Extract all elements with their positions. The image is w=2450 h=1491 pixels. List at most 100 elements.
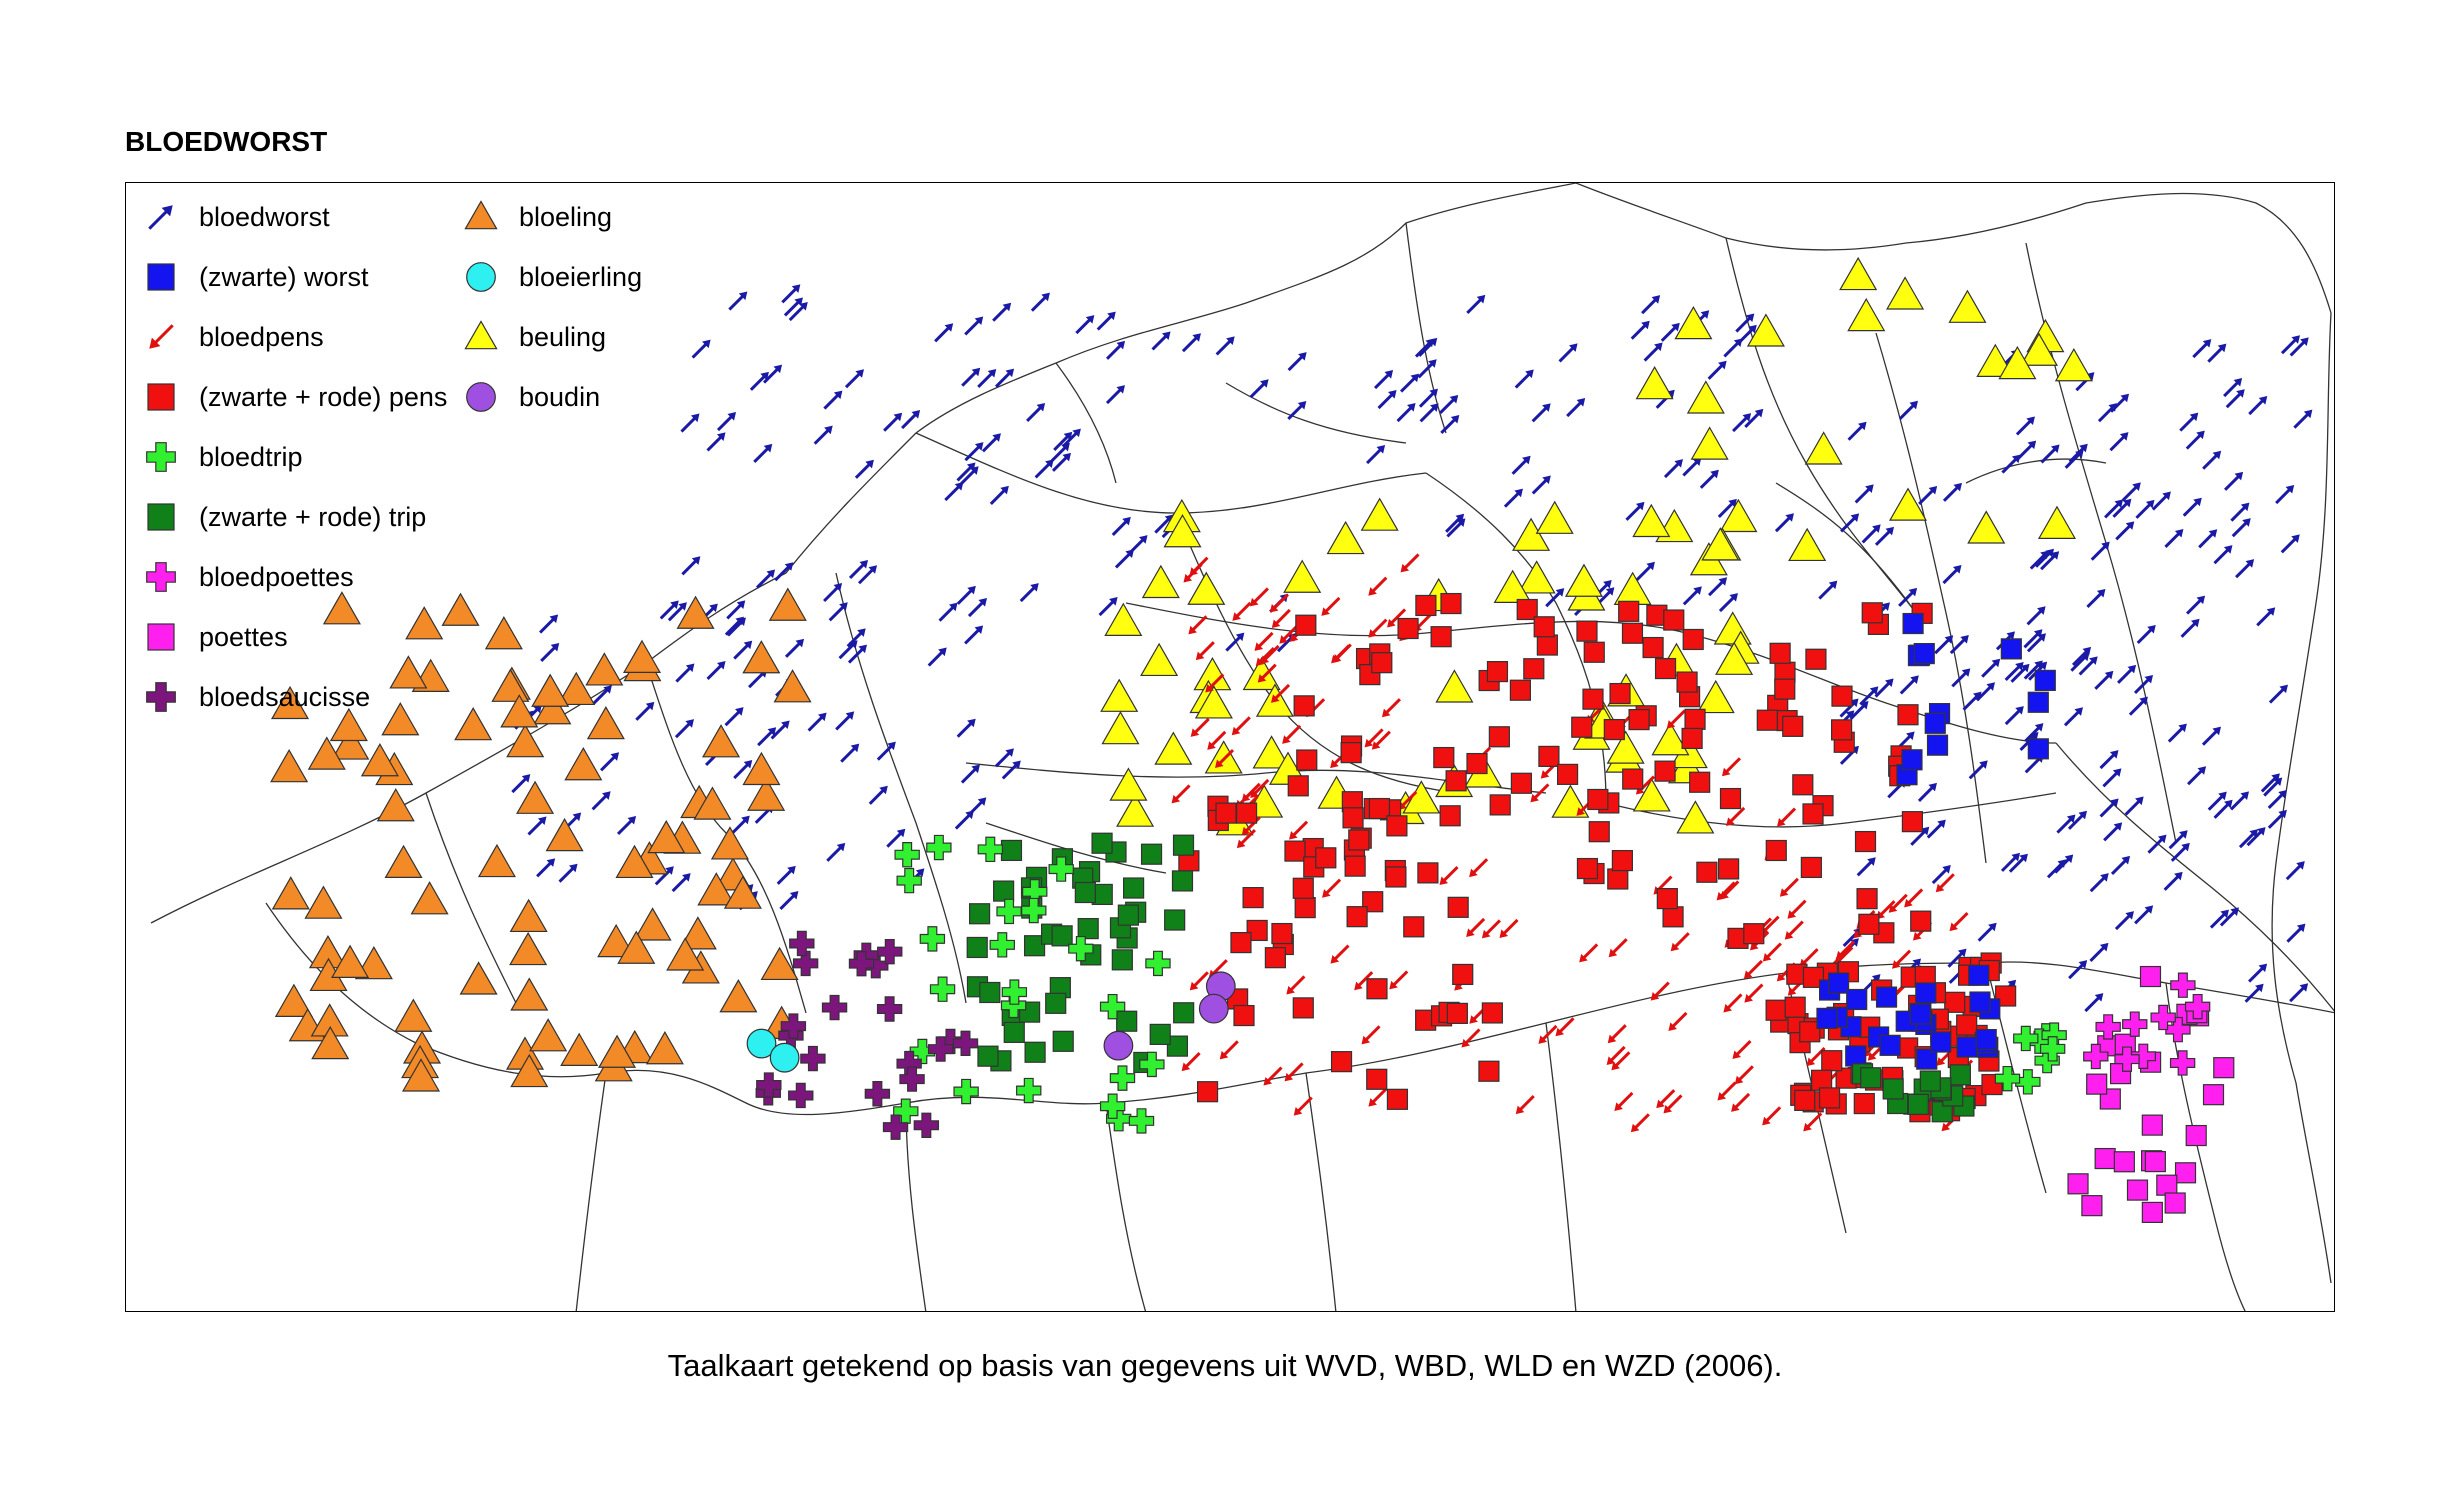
bloeling-marker bbox=[697, 872, 736, 906]
pens-marker bbox=[1284, 840, 1306, 862]
bloedpens-marker bbox=[1271, 608, 1291, 628]
pens-marker bbox=[1621, 622, 1644, 644]
poettes-marker bbox=[2067, 1173, 2089, 1195]
bloeling-marker bbox=[454, 706, 493, 741]
bloedpens-marker bbox=[1720, 880, 1740, 900]
bloeling-marker bbox=[500, 694, 539, 728]
bloedworst-marker bbox=[2089, 873, 2109, 893]
bloedworst-marker bbox=[1096, 311, 1116, 331]
bloedworst-marker bbox=[776, 865, 796, 885]
pens-marker bbox=[1800, 856, 1822, 879]
bloedworst-marker bbox=[1977, 922, 1997, 942]
pens-marker bbox=[1415, 594, 1437, 617]
bloedworst-marker bbox=[813, 425, 833, 445]
bloedworst-marker bbox=[2068, 443, 2088, 463]
bloedworst-marker bbox=[857, 565, 878, 585]
bloeling-marker bbox=[693, 786, 732, 820]
bloedworst-marker bbox=[539, 614, 559, 634]
bloedpens-marker bbox=[1650, 981, 1670, 1001]
pens-marker bbox=[1802, 803, 1824, 825]
bloedpoettes-marker bbox=[2169, 1050, 2196, 1076]
beuling-marker bbox=[1998, 345, 2037, 380]
map-markers bbox=[270, 256, 2313, 1224]
bloeling-marker bbox=[331, 726, 370, 760]
pens-marker bbox=[1603, 718, 1625, 741]
pens-marker bbox=[1403, 916, 1425, 938]
bloedworst-marker bbox=[2099, 798, 2119, 818]
bloedworst-marker bbox=[2121, 482, 2141, 502]
worst-marker bbox=[1913, 642, 1935, 665]
bloedworst-marker bbox=[1215, 336, 1235, 356]
bloedworst-marker bbox=[1566, 398, 1586, 418]
bloedworst-marker bbox=[2182, 497, 2202, 517]
bloedworst-marker bbox=[2023, 629, 2043, 649]
bloedpens-marker bbox=[1332, 643, 1352, 663]
pens-marker bbox=[1246, 919, 1268, 942]
beuling-marker bbox=[1651, 722, 1690, 756]
pens-marker bbox=[1397, 617, 1419, 640]
bloedtrip-marker bbox=[894, 842, 920, 868]
worst-marker bbox=[2034, 669, 2056, 691]
pens-marker bbox=[1792, 774, 1814, 796]
pens-marker bbox=[1576, 857, 1599, 880]
bloedworst-marker bbox=[2067, 810, 2088, 830]
bloedpens-marker bbox=[1207, 730, 1227, 750]
bloedworst-marker bbox=[847, 644, 867, 664]
bloedpens-marker bbox=[1803, 1112, 1823, 1132]
bloedworst-marker bbox=[2186, 595, 2206, 615]
bloedworst-marker bbox=[2231, 518, 2251, 538]
bloedworst-marker bbox=[691, 339, 711, 359]
bloedworst-marker bbox=[823, 390, 843, 410]
bloeling-marker bbox=[564, 747, 603, 781]
bloeling-marker bbox=[723, 875, 762, 909]
bloedworst-marker bbox=[1840, 513, 1860, 533]
bloedworst-marker bbox=[2167, 723, 2187, 743]
pens-marker bbox=[1821, 1050, 1843, 1072]
bloedworst-marker bbox=[2207, 791, 2227, 811]
trip-marker bbox=[1023, 935, 1046, 957]
bloedworst-marker bbox=[1050, 442, 1070, 462]
bloedpens-marker bbox=[1904, 888, 1924, 908]
bloedpens-marker bbox=[1607, 1024, 1627, 1044]
bloeling-marker bbox=[311, 1025, 350, 1060]
bloedpens-marker bbox=[1284, 1062, 1304, 1082]
bloedpens-marker bbox=[1279, 624, 1299, 644]
bloedpens-marker bbox=[1499, 918, 1519, 938]
bloeling-marker bbox=[742, 751, 781, 786]
poettes-marker bbox=[2141, 1114, 2163, 1136]
bloedworst-marker bbox=[1151, 331, 1171, 351]
bloedpens-marker bbox=[1260, 644, 1280, 664]
bloedworst-marker bbox=[1926, 819, 1946, 839]
worst-marker bbox=[1969, 991, 1991, 1013]
bloedpens-marker bbox=[1232, 601, 1252, 621]
map-canvas bbox=[150, 183, 2334, 1311]
beuling-marker bbox=[1715, 641, 1754, 675]
bloedworst-marker bbox=[659, 600, 679, 620]
worst-marker bbox=[2027, 691, 2049, 713]
pens-marker bbox=[1830, 719, 1853, 741]
bloedworst-marker bbox=[2289, 337, 2309, 357]
bloedpens-marker bbox=[1321, 596, 1341, 616]
bloedpoettes-marker bbox=[2150, 1004, 2176, 1031]
bloedworst-marker bbox=[826, 842, 846, 862]
bloedworst-marker bbox=[536, 858, 556, 878]
pens-marker bbox=[1853, 1092, 1875, 1115]
bloedtrip-marker bbox=[1105, 1105, 1132, 1132]
bloedworst-marker bbox=[944, 482, 964, 502]
trip-marker bbox=[1860, 1067, 1882, 1089]
pens-marker bbox=[1478, 1060, 1500, 1082]
trip-marker bbox=[1051, 925, 1073, 947]
trip-marker bbox=[1024, 1041, 1046, 1063]
bloedtrip-marker bbox=[1001, 979, 1028, 1005]
bloedworst-marker bbox=[2268, 684, 2288, 704]
bloedpens-marker bbox=[1723, 993, 1743, 1013]
bloedworst-marker bbox=[2256, 607, 2276, 627]
pens-marker bbox=[1910, 910, 1932, 932]
bloedworst-marker bbox=[2040, 444, 2060, 464]
bloeling-marker bbox=[710, 826, 749, 860]
bloeling-marker bbox=[274, 983, 313, 1017]
bloedpens-marker bbox=[1254, 631, 1274, 651]
bloeling-marker bbox=[742, 640, 781, 674]
bloedworst-marker bbox=[2202, 450, 2222, 470]
bloedworst-marker bbox=[967, 598, 988, 618]
